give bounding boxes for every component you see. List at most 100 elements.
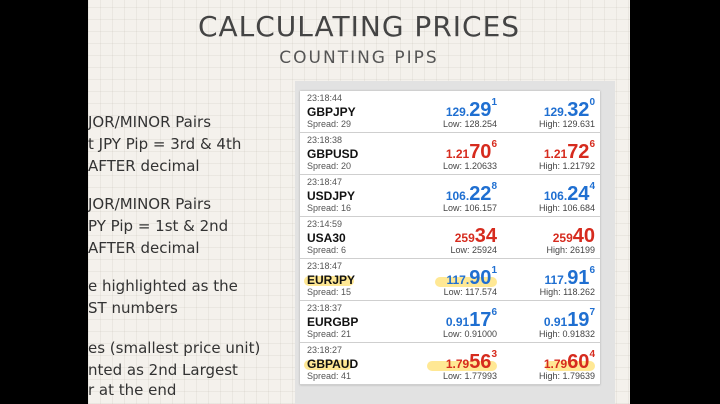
ask-price: 1.79604 [543, 349, 595, 374]
bid-price: 25934 [455, 225, 497, 248]
ask-price-major: 259 [552, 231, 573, 245]
bid-price-major: 106. [445, 189, 470, 203]
quote-symbol: GBPAUD [307, 357, 359, 371]
quote-low: Low: 0.91000 [442, 329, 497, 339]
quote-high: High: 0.91832 [538, 329, 595, 339]
quote-row-4[interactable]: 23:18:47 EURJPY Spread: 15 117.901 117.916 Lo… [300, 259, 600, 301]
quote-spread: Spread: 29 [307, 119, 352, 129]
slide-title: CALCULATING PRICES [197, 10, 521, 43]
ask-price-pips: 40 [572, 225, 595, 247]
quote-time: 23:18:47 [307, 177, 343, 187]
ask-price-fraction: 0 [589, 97, 595, 108]
bid-price-major: 0.91 [445, 315, 470, 329]
bid-price-fraction: 1 [491, 97, 497, 108]
bullet-text: ST numbers [88, 299, 178, 317]
quote-low: Low: 25924 [450, 245, 497, 255]
quote-row-2[interactable]: 23:18:47 USDJPY Spread: 16 106.228 106.244 Lo… [300, 175, 600, 217]
bid-price-pips: 70 [469, 141, 492, 163]
ask-price-pips: 24 [567, 183, 590, 205]
ask-price-fraction: 6 [589, 139, 595, 150]
ask-price: 25940 [553, 225, 595, 248]
ask-price-fraction: 7 [589, 307, 595, 318]
bullet-text: JOR/MINOR Pairs [88, 195, 212, 213]
quote-time: 23:14:59 [307, 219, 343, 229]
quote-low: Low: 106.157 [442, 203, 497, 213]
quote-high: High: 118.262 [539, 287, 595, 297]
quote-symbol: USA30 [307, 231, 346, 245]
quote-spread: Spread: 6 [307, 245, 347, 255]
quote-symbol: GBPUSD [307, 147, 359, 161]
ask-price: 0.91197 [543, 307, 595, 332]
highlighter-mark [427, 361, 497, 371]
quote-high: High: 129.631 [538, 119, 595, 129]
bid-price: 0.91176 [445, 307, 497, 332]
ask-price-major: 106. [543, 189, 568, 203]
ask-price-fraction: 4 [589, 349, 595, 360]
bid-price-major: 129. [445, 105, 470, 119]
quote-time: 23:18:44 [307, 93, 343, 103]
ask-price-major: 117. [544, 273, 568, 287]
quote-time: 23:18:27 [307, 345, 343, 355]
quote-low: Low: 128.254 [442, 119, 497, 129]
bullet-text: nted as 2nd Largest [88, 361, 238, 379]
slide-subtitle: COUNTING PIPS [279, 48, 439, 68]
ask-price-fraction: 4 [589, 181, 595, 192]
highlighter-mark [304, 276, 354, 286]
ask-price-major: 1.21 [543, 147, 568, 161]
ask-price-pips: 19 [567, 309, 590, 331]
bid-price-pips: 90 [469, 267, 492, 289]
ask-price: 1.21726 [543, 139, 595, 164]
quote-high: High: 1.21792 [538, 161, 595, 171]
bullet-text: r at the end [88, 381, 177, 399]
bullet-text: e highlighted as the [88, 277, 238, 295]
bullet-text: AFTER decimal [88, 239, 200, 257]
quote-row-3[interactable]: 23:14:59 USA30 Spread: 6 25934 25940 Low: 259… [300, 217, 600, 259]
bullet-text: JOR/MINOR Pairs [88, 113, 212, 131]
ask-price-major: 0.91 [543, 315, 568, 329]
quote-row-5[interactable]: 23:18:37 EURGBP Spread: 21 0.91176 0.91197 Lo… [300, 301, 600, 343]
bid-price-major: 1.79 [445, 357, 470, 371]
quotes-screenshot: 23:18:44 GBPJPY Spread: 29 129.291 129.320 Lo… [295, 81, 615, 404]
ask-price-pips: 32 [567, 99, 590, 121]
quote-symbol: EURGBP [307, 315, 359, 329]
bid-price-pips: 22 [469, 183, 492, 205]
quotes-list: 23:18:44 GBPJPY Spread: 29 129.291 129.320 Lo… [300, 91, 600, 385]
quote-high: High: 106.684 [538, 203, 595, 213]
bid-price-pips: 17 [469, 309, 492, 331]
quote-row-1[interactable]: 23:18:38 GBPUSD Spread: 20 1.21706 1.21726 Lo… [300, 133, 600, 175]
bid-price-fraction: 8 [491, 181, 497, 192]
ask-price-fraction: 6 [589, 265, 595, 276]
quote-time: 23:18:37 [307, 303, 343, 313]
highlighter-mark [304, 360, 352, 370]
ask-price-pips: 91 [567, 267, 590, 289]
quote-symbol: USDJPY [307, 189, 356, 203]
quote-row-0[interactable]: 23:18:44 GBPJPY Spread: 29 129.291 129.320 Lo… [300, 91, 600, 133]
highlighter-mark [545, 361, 595, 371]
bid-price: 117.901 [446, 265, 497, 290]
ask-price-major: 1.79 [543, 357, 568, 371]
quote-high: High: 1.79639 [538, 371, 595, 381]
bid-price-pips: 56 [469, 351, 492, 373]
bid-price-fraction: 6 [491, 307, 497, 318]
quote-low: Low: 1.20633 [442, 161, 497, 171]
quote-spread: Spread: 21 [307, 329, 352, 339]
quote-time: 23:18:38 [307, 135, 343, 145]
quote-low: Low: 1.77993 [442, 371, 497, 381]
quote-row-6[interactable]: 23:18:27 GBPAUD Spread: 41 1.79563 1.79604 Lo… [300, 343, 600, 385]
highlighter-mark [435, 277, 497, 287]
quote-high: High: 26199 [546, 245, 595, 255]
bid-price-major: 117. [446, 273, 470, 287]
ask-price: 129.320 [543, 97, 595, 122]
bid-price-pips: 29 [469, 99, 492, 121]
bid-price-major: 1.21 [445, 147, 470, 161]
ask-price-pips: 72 [567, 141, 590, 163]
ask-price: 106.244 [543, 181, 595, 206]
quote-symbol: GBPJPY [307, 105, 356, 119]
quote-low: Low: 117.574 [443, 287, 497, 297]
ask-price-pips: 60 [567, 351, 590, 373]
bid-price: 1.79563 [445, 349, 497, 374]
quote-spread: Spread: 15 [307, 287, 352, 297]
quote-spread: Spread: 41 [307, 371, 352, 381]
ask-price-major: 129. [543, 105, 568, 119]
bullet-text: es (smallest price unit) [88, 339, 261, 357]
